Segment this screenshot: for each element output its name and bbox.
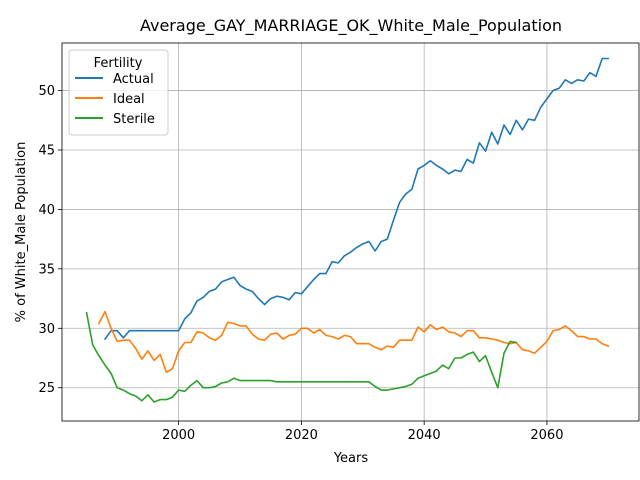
- legend-title: Fertility: [94, 56, 143, 71]
- y-tick-label: 30: [38, 322, 55, 337]
- x-axis-label: Years: [333, 451, 369, 466]
- y-tick-label: 45: [38, 143, 55, 158]
- chart-title: Average_GAY_MARRIAGE_OK_White_Male_Popul…: [140, 16, 562, 36]
- legend-label-sterile: Sterile: [113, 112, 155, 127]
- x-tick-label: 2060: [530, 428, 563, 443]
- legend-label-actual: Actual: [113, 72, 154, 87]
- x-tick-label: 2020: [285, 428, 318, 443]
- y-tick-label: 50: [38, 84, 55, 99]
- x-tick-label: 2040: [408, 428, 441, 443]
- x-tick-label: 2000: [162, 428, 195, 443]
- y-tick-label: 25: [38, 381, 55, 396]
- y-tick-label: 40: [38, 203, 55, 218]
- y-tick-label: 35: [38, 262, 55, 277]
- legend: Fertility Actual Ideal Sterile: [69, 50, 168, 135]
- legend-label-ideal: Ideal: [113, 92, 145, 107]
- y-axis-label: % of White_Male Population: [14, 142, 29, 323]
